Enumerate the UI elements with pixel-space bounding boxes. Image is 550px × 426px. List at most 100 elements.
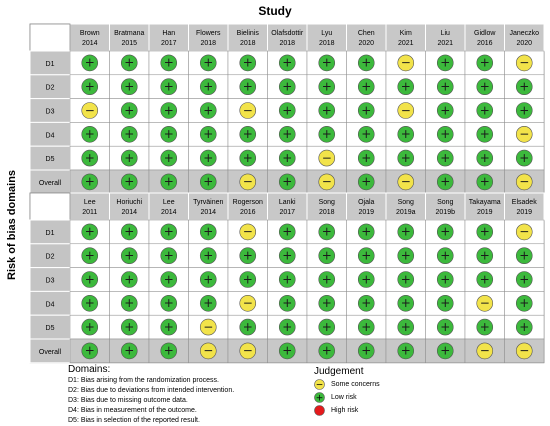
- judgement-symbol: +: [519, 272, 529, 286]
- low-risk-icon: [160, 173, 178, 191]
- low-risk-icon: [278, 223, 296, 241]
- study-name: Song: [398, 199, 414, 206]
- some-concerns-icon: −: [314, 379, 325, 390]
- domain-row-label: D2: [46, 254, 55, 261]
- judgement-symbol: +: [361, 103, 371, 117]
- low-risk-icon: [318, 318, 336, 336]
- some-concerns-icon: [397, 54, 415, 72]
- low-risk-icon: [397, 223, 415, 241]
- some-concerns-icon: [81, 102, 99, 119]
- judgement-symbol: +: [519, 296, 529, 310]
- low-risk-icon: [239, 247, 257, 264]
- judgement-symbol: +: [164, 320, 174, 334]
- judgement-symbol: +: [124, 103, 134, 117]
- low-risk-icon: [160, 223, 178, 241]
- study-name: Lanki: [279, 199, 296, 206]
- low-risk-icon: [81, 223, 99, 241]
- study-header-cell: [306, 23, 347, 52]
- judgement-symbol: +: [519, 320, 529, 334]
- some-concerns-icon: [476, 294, 494, 312]
- low-risk-label: Low risk: [331, 393, 357, 401]
- low-risk-icon: [515, 294, 533, 312]
- low-risk-icon: [120, 173, 138, 191]
- study-name: Brown: [80, 30, 100, 37]
- study-name: Kim: [400, 30, 412, 37]
- judgement-symbol: +: [361, 127, 371, 141]
- some-concerns-icon: [239, 223, 257, 241]
- low-risk-icon: [81, 318, 99, 336]
- low-risk-icon: [397, 342, 415, 360]
- low-risk-icon: [436, 54, 454, 72]
- low-risk-icon: [436, 173, 454, 191]
- study-header-cell: [425, 23, 466, 52]
- low-risk-icon: [357, 78, 375, 95]
- study-name: Ojala: [358, 199, 374, 206]
- low-risk-icon: [397, 247, 415, 264]
- judgement-symbol: +: [480, 127, 490, 141]
- judgement-symbol: +: [243, 56, 253, 70]
- judgement-symbol: +: [85, 296, 95, 310]
- domain-legend-item-d5: D5: Bias in selection of the reported re…: [68, 417, 200, 424]
- low-risk-icon: [160, 102, 178, 119]
- study-header-cell: [69, 192, 110, 221]
- svg-text:−: −: [316, 380, 324, 390]
- low-risk-icon: [81, 126, 99, 143]
- low-risk-icon: [476, 173, 494, 191]
- domain-row-label: D4: [46, 301, 55, 308]
- study-name: Flowers: [196, 30, 221, 37]
- study-name: Han: [162, 30, 175, 37]
- study-year: 2014: [200, 209, 216, 216]
- some-concerns-icon: [199, 342, 217, 360]
- judgement-symbol: +: [124, 225, 134, 239]
- judgement-symbol: +: [440, 56, 450, 70]
- judgement-symbol: −: [519, 175, 529, 189]
- low-risk-icon: [515, 78, 533, 95]
- low-risk-icon: [436, 78, 454, 95]
- low-risk-icon: [160, 126, 178, 143]
- judgement-symbol: +: [361, 175, 371, 189]
- judgement-symbol: −: [243, 103, 253, 117]
- study-header-cell: [267, 192, 308, 221]
- low-risk-icon: [476, 126, 494, 143]
- low-risk-icon: [357, 342, 375, 360]
- low-risk-icon: [397, 126, 415, 143]
- judgement-symbol: +: [243, 151, 253, 165]
- study-year: 2018: [319, 209, 335, 216]
- judgement-symbol: +: [361, 320, 371, 334]
- judgement-symbol: +: [322, 56, 332, 70]
- judgement-symbol: +: [480, 225, 490, 239]
- study-header-cell: [227, 23, 268, 52]
- low-risk-icon: [436, 318, 454, 336]
- study-name: Takayama: [469, 199, 501, 206]
- domain-legend-item-d1: D1: Bias arising from the randomization …: [68, 377, 219, 384]
- low-risk-icon: [278, 271, 296, 288]
- study-year: 2021: [437, 40, 453, 47]
- low-risk-icon: [160, 294, 178, 312]
- low-risk-icon: [436, 342, 454, 360]
- judgement-symbol: +: [282, 225, 292, 239]
- judgement-symbol: +: [164, 151, 174, 165]
- judgement-symbol: +: [322, 296, 332, 310]
- low-risk-icon: [357, 247, 375, 264]
- judgement-symbol: +: [124, 127, 134, 141]
- judgement-symbol: −: [243, 296, 253, 310]
- low-risk-icon: [239, 318, 257, 336]
- judgement-symbol: +: [519, 103, 529, 117]
- domain-row-label: D5: [46, 325, 55, 332]
- judgement-symbol: +: [480, 320, 490, 334]
- judgement-symbol: +: [480, 272, 490, 286]
- svg-text:+: +: [316, 393, 324, 403]
- judgement-symbol: +: [440, 272, 450, 286]
- low-risk-icon: [278, 54, 296, 72]
- low-risk-icon: [436, 271, 454, 288]
- judgement-symbol: +: [203, 56, 213, 70]
- judgement-symbol: +: [401, 296, 411, 310]
- judgement-symbol: +: [243, 272, 253, 286]
- low-risk-icon: [357, 294, 375, 312]
- judgement-symbol: +: [124, 175, 134, 189]
- domain-row-label: D1: [46, 230, 55, 237]
- judgement-symbol: +: [519, 151, 529, 165]
- judgement-legend-high-risk: High risk: [314, 404, 380, 417]
- study-name: Song: [319, 199, 335, 206]
- low-risk-icon: [120, 149, 138, 167]
